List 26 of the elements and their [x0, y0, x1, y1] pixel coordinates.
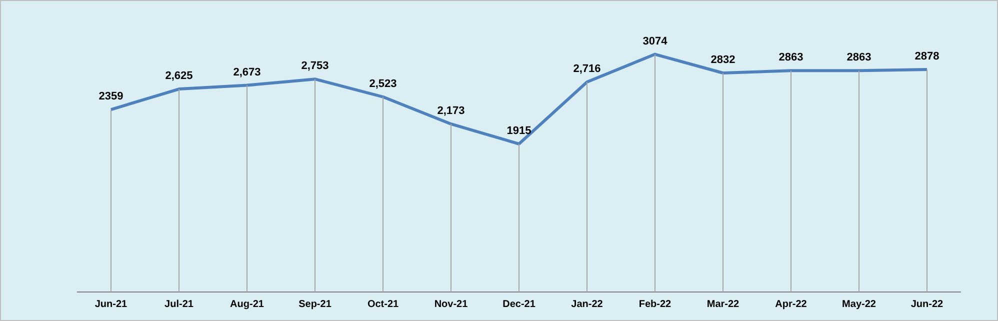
data-label: 2,625: [165, 70, 193, 82]
x-tick-label: Jun-21: [94, 299, 128, 310]
x-tick-label: May-22: [842, 299, 876, 310]
x-tick-label: Aug-21: [230, 299, 264, 310]
data-label: 1915: [506, 124, 532, 137]
data-label: 2863: [778, 52, 804, 64]
data-label: 2832: [710, 54, 736, 66]
x-tick-label: Apr-22: [775, 299, 808, 310]
x-tick-label: Mar-22: [706, 299, 740, 310]
data-label: 2,173: [437, 104, 465, 117]
x-tick-label: Jan-22: [571, 299, 604, 310]
data-label: 2863: [846, 52, 872, 64]
data-label: 2,753: [301, 60, 329, 72]
x-tick-label: Feb-22: [638, 299, 672, 310]
x-tick-label: Dec-21: [502, 299, 536, 310]
data-label: 3074: [642, 35, 668, 48]
x-tick-label: Sep-21: [298, 299, 332, 310]
x-tick-label: Nov-21: [434, 299, 468, 310]
data-label: 2,673: [233, 66, 261, 78]
data-label: 2,716: [573, 62, 601, 75]
data-label: 2,523: [369, 78, 397, 90]
x-tick-label: Jul-21: [164, 299, 194, 310]
data-label: 2359: [98, 90, 124, 103]
data-label: 2878: [914, 50, 940, 62]
x-tick-label: Oct-21: [367, 299, 399, 310]
x-tick-label: Jun-22: [910, 299, 944, 310]
